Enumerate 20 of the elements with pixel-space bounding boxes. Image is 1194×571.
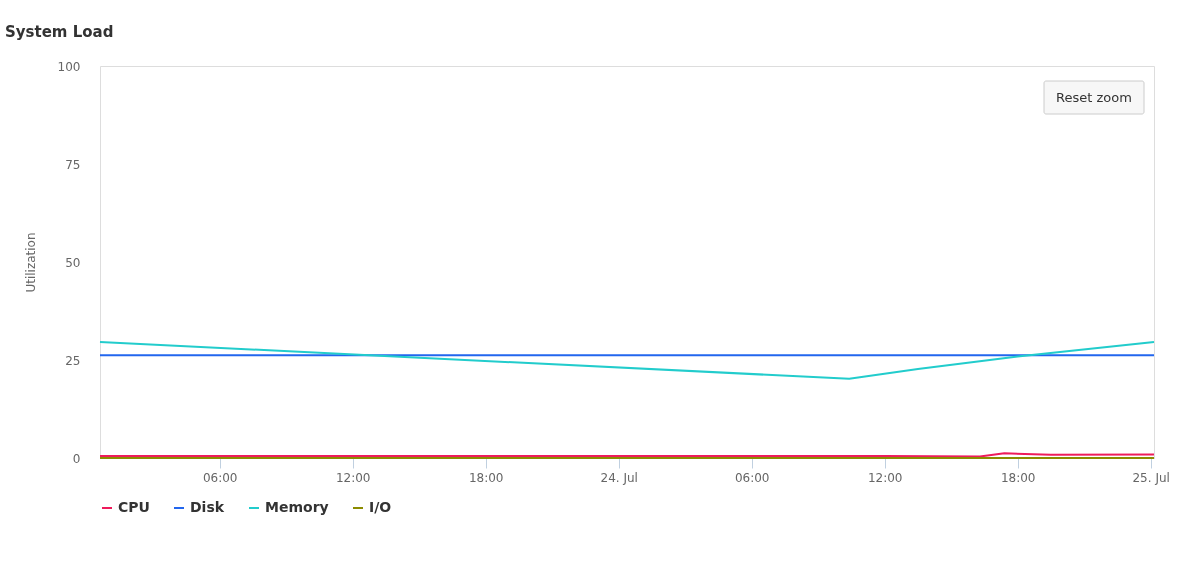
x-tick-label: 12:00 xyxy=(867,470,903,485)
legend-label: CPU xyxy=(118,499,150,515)
x-tick-label: 24. Jul xyxy=(600,470,638,485)
chart-title: System Load xyxy=(5,23,114,41)
annotation: Reset zoom xyxy=(1056,90,1132,105)
y-tick-label: 75 xyxy=(65,157,81,172)
x-tick-label: 18:00 xyxy=(468,470,504,485)
x-tick-label: 06:00 xyxy=(202,470,238,485)
y-tick-label: 25 xyxy=(65,353,81,368)
legend-label: Disk xyxy=(190,499,225,515)
y-axis-title: Utilization xyxy=(23,232,38,293)
legend-label: I/O xyxy=(369,499,392,515)
y-tick-label: 50 xyxy=(65,255,81,270)
y-tick-label: 0 xyxy=(72,451,81,466)
x-tick-label: 06:00 xyxy=(734,470,770,485)
y-tick-label: 100 xyxy=(57,59,81,74)
legend-label: Memory xyxy=(265,499,329,515)
x-tick-label: 12:00 xyxy=(335,470,371,485)
x-tick-label: 25. Jul xyxy=(1132,470,1170,485)
x-tick-label: 18:00 xyxy=(1000,470,1036,485)
